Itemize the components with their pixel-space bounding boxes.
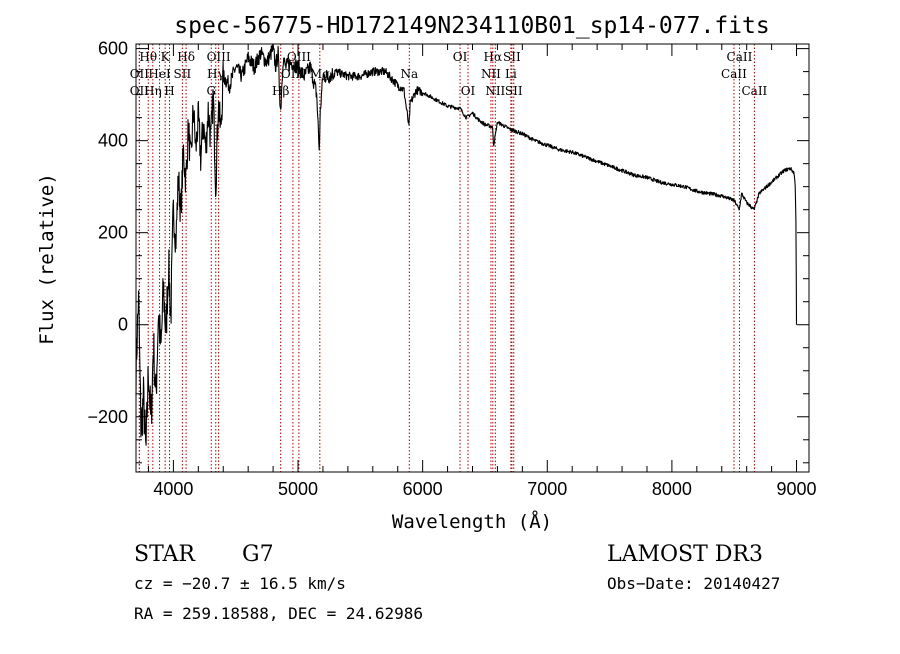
line-marker-label-3: Hη — [144, 84, 162, 98]
object-class: STAR — [134, 542, 196, 567]
y-axis-label: Flux (relative) — [36, 173, 58, 345]
x-tick-label-6000: 6000 — [403, 479, 443, 499]
line-marker-label-2: OII — [130, 84, 150, 98]
line-marker-label-16: Na — [400, 67, 418, 81]
line-marker-label-21: NII — [485, 84, 505, 98]
survey-name: LAMOST DR3 — [607, 542, 763, 567]
chart-title: spec-56775-HD172149N234110B01_sp14-077.f… — [174, 13, 769, 39]
x-axis-label: Wavelength (Å) — [392, 510, 552, 533]
spectrum-series — [135, 43, 798, 446]
plot-frame — [135, 43, 810, 473]
line-marker-label-7: SII — [174, 67, 192, 81]
object-subclass: G7 — [242, 542, 274, 567]
line-marker-label-9: OIII — [207, 50, 231, 64]
x-tick-label-7000: 7000 — [527, 479, 567, 499]
line-marker-label-19: Hα — [484, 50, 503, 64]
x-tick-label-5000: 5000 — [278, 479, 318, 499]
observation-date: Obs−Date: 20140427 — [607, 574, 780, 593]
line-marker-label-11: G — [206, 84, 216, 98]
x-tick-label-9000: 9000 — [777, 479, 817, 499]
line-marker-label-24: SII — [505, 84, 523, 98]
y-tick-label-0: 0 — [118, 315, 128, 335]
line-marker-label-8: Hδ — [177, 50, 195, 64]
x-tick-label-8000: 8000 — [652, 479, 692, 499]
line-marker-label-18: OI — [461, 84, 476, 98]
line-marker-label-17: OI — [453, 50, 468, 64]
y-tick-label--200: −200 — [87, 407, 128, 427]
line-marker-label-1: OII — [130, 67, 150, 81]
line-marker-label-20: NII — [481, 67, 501, 81]
line-marker-label-27: CaII — [741, 84, 767, 98]
x-tick-label-4000: 4000 — [153, 479, 193, 499]
y-tick-label-200: 200 — [98, 223, 128, 243]
y-tick-label-600: 600 — [98, 39, 128, 59]
line-marker-label-6: H — [164, 84, 174, 98]
y-tick-label-400: 400 — [98, 131, 128, 151]
line-marker-label-26: CaII — [721, 67, 747, 81]
axes: 4000 5000 6000 7000 8000 9000 −200 0 200 400 600 — [87, 39, 816, 499]
line-marker-label-13: OIII — [287, 50, 311, 64]
ra-dec-coordinates: RA = 259.18588, DEC = 24.62986 — [134, 604, 423, 623]
line-marker-label-22: SII — [503, 50, 521, 64]
redshift-cz: cz = −20.7 ± 16.5 km/s — [134, 574, 346, 593]
spectrum-line — [135, 43, 798, 446]
line-marker-label-5: HeI — [148, 67, 171, 81]
line-marker-label-25: CaII — [727, 50, 753, 64]
line-marker-label-12: Hβ — [272, 84, 289, 98]
line-marker-label-23: Li — [505, 67, 517, 81]
line-marker-label-10: Hγ — [207, 67, 225, 81]
line-marker-label-0: Hθ — [139, 50, 157, 64]
line-marker-label-4: K — [161, 50, 171, 64]
